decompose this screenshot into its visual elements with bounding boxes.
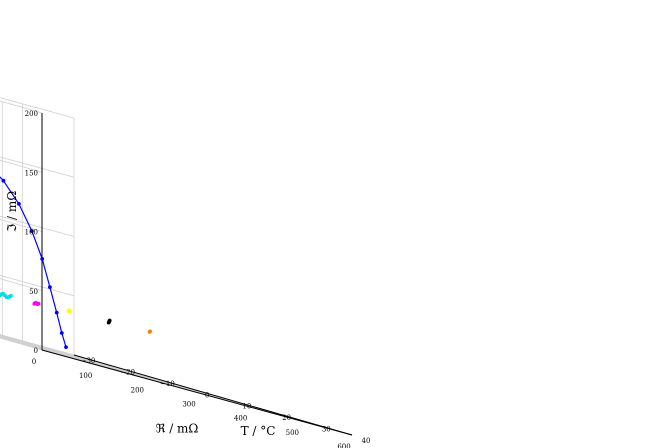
- data-point: [1, 178, 6, 183]
- x-tick-label: 300: [182, 401, 195, 409]
- series-0: [0, 176, 68, 349]
- z-tick-label: 150: [25, 169, 38, 177]
- data-point: [148, 329, 153, 334]
- y-tick-label: 0: [205, 391, 209, 399]
- grid-line: [0, 335, 194, 390]
- z-tick-label: 200: [25, 110, 38, 118]
- data-point: [59, 331, 64, 335]
- chart-ticks: 0100200300400500600−30−20−10010203040050…: [25, 110, 371, 448]
- data-point: [107, 318, 112, 323]
- z-axis-title: ℑ / mΩ: [5, 191, 19, 232]
- y-tick-label: 30: [322, 426, 331, 434]
- data-point: [48, 285, 52, 289]
- x-axis-title: ℜ / mΩ: [156, 422, 199, 436]
- y-axis-title: T / °C: [241, 424, 276, 438]
- chart-series: [0, 176, 153, 349]
- x-tick-label: 600: [337, 443, 350, 448]
- grid-line: [0, 335, 154, 379]
- z-tick-label: 100: [25, 229, 38, 237]
- data-point: [36, 301, 41, 306]
- grid-line: [0, 334, 75, 356]
- data-point: [67, 309, 72, 314]
- y-tick-label: −10: [160, 380, 175, 388]
- x-axis-line: [41, 349, 353, 436]
- grid-line: [0, 275, 75, 297]
- data-point: [30, 229, 34, 234]
- grid-line: [0, 336, 233, 402]
- x-tick-label: 200: [131, 386, 144, 394]
- x-tick-label: 400: [234, 415, 247, 423]
- grid-line: [0, 97, 75, 119]
- x-tick-label: 100: [79, 372, 92, 380]
- series-6: [106, 318, 112, 325]
- grid-line: [2, 338, 313, 424]
- data-point: [40, 257, 45, 261]
- series-3: [0, 291, 13, 300]
- data-point: [9, 294, 13, 298]
- y-tick-label: 40: [362, 437, 371, 445]
- series-4: [32, 301, 41, 306]
- data-point: [54, 310, 59, 315]
- series-5: [66, 308, 72, 314]
- grid-line: [0, 215, 75, 237]
- data-point: [17, 202, 21, 206]
- y-tick-label: 20: [282, 414, 291, 422]
- grid-line: [0, 156, 75, 178]
- y-tick-label: −30: [81, 357, 96, 365]
- x-tick-label: 500: [286, 429, 299, 437]
- x-tick-label: 0: [32, 358, 36, 366]
- y-tick-label: −20: [120, 368, 135, 376]
- grid-line: [0, 334, 114, 367]
- z-tick-label: 0: [34, 347, 38, 355]
- series-line: [0, 176, 67, 348]
- chart-panes: [0, 97, 352, 435]
- series-7: [147, 329, 153, 334]
- y-tick-label: 10: [242, 403, 251, 411]
- y-axis-line: [73, 354, 353, 436]
- z-tick-label: 50: [29, 288, 38, 296]
- chart-axes: [41, 113, 353, 436]
- grid-line: [0, 336, 273, 413]
- data-point: [64, 345, 68, 349]
